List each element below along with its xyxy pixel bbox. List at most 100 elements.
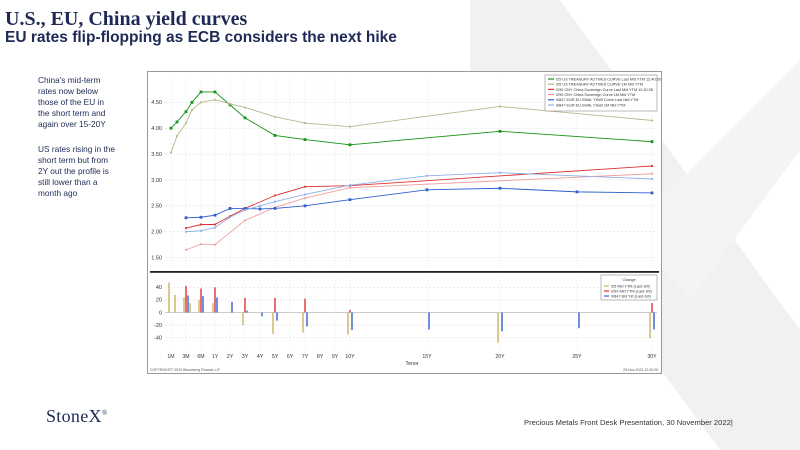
x-tick-label: 9Y <box>332 354 339 360</box>
x-tick-label: 1Y <box>212 354 219 360</box>
change-bar <box>274 298 276 313</box>
series-point <box>169 151 173 154</box>
series-point <box>175 120 179 124</box>
series-point <box>348 186 352 189</box>
series-point <box>243 116 247 120</box>
change-bar <box>272 312 274 334</box>
series-point <box>199 101 203 104</box>
top-grid <box>165 79 657 268</box>
series-point <box>213 243 217 246</box>
change-bar <box>302 312 304 333</box>
bottom-y-tick: -40 <box>154 335 162 341</box>
legend-entry: I299 CNY China Sovereign Curve 1M Mid YT… <box>556 93 635 97</box>
series-point <box>575 190 579 194</box>
series-point <box>243 106 247 109</box>
series-point <box>169 126 173 130</box>
change-bar <box>244 298 246 313</box>
series-point <box>273 194 277 197</box>
series-point <box>303 185 307 188</box>
bar-layer <box>168 282 655 343</box>
x-tick-label: 8Y <box>317 354 324 360</box>
series-point <box>650 119 654 122</box>
series-point <box>303 196 307 200</box>
series-point <box>199 90 203 94</box>
series-point <box>273 200 277 203</box>
change-bar <box>497 312 499 343</box>
slide-title: U.S., EU, China yield curves <box>5 8 248 30</box>
change-bar <box>200 288 202 313</box>
series-point <box>273 115 277 118</box>
series-point <box>303 121 307 125</box>
series-point <box>243 207 247 210</box>
series-point <box>213 226 217 229</box>
series-point <box>498 171 502 174</box>
series-point <box>184 248 188 251</box>
series-point <box>498 186 502 190</box>
x-tick-label: 7Y <box>302 354 309 360</box>
series-point <box>650 172 654 175</box>
top-y-tick: 2.00 <box>151 230 162 236</box>
series-point <box>425 174 429 177</box>
change-bar <box>216 297 218 313</box>
series-point <box>199 243 203 246</box>
change-bar <box>651 303 653 313</box>
bottom-y-tick: 40 <box>156 285 162 291</box>
series-point <box>650 140 654 144</box>
change-bar <box>246 310 248 313</box>
series-point <box>213 90 217 94</box>
series-point <box>303 138 307 141</box>
series-point <box>213 98 217 101</box>
legend-entry: I0847 EUR EU EMAL YSeB 1M Mid YTM <box>556 103 625 107</box>
slide-subtitle: EU rates flip-flopping as ECB considers … <box>5 29 397 46</box>
change-bar <box>351 312 353 331</box>
change-bar <box>649 312 651 339</box>
change-bar <box>428 312 430 330</box>
x-tick-label: 25Y <box>572 354 582 360</box>
change-bar <box>306 312 308 327</box>
change-bar <box>304 298 306 313</box>
series-point <box>228 216 232 219</box>
x-tick-label: 15Y <box>422 354 432 360</box>
change-bar <box>212 303 214 313</box>
x-tick-label: 6Y <box>287 354 294 360</box>
legend-entry: I299 CNY China Sovereign Curve Last Mid … <box>556 88 653 92</box>
series-point <box>190 108 194 112</box>
chart-border <box>147 71 662 374</box>
series-point <box>258 207 262 211</box>
series-layer <box>169 90 654 251</box>
x-tick-label: 5Y <box>272 354 279 360</box>
series-point <box>190 100 194 104</box>
x-tick-label: 3Y <box>242 354 249 360</box>
series-point <box>425 188 429 192</box>
change-bar <box>578 312 580 329</box>
series-point <box>348 184 352 187</box>
change-bar <box>349 309 351 313</box>
x-tick-label: 30Y <box>647 354 657 360</box>
change-bar <box>185 286 187 313</box>
x-tick-label: 3M <box>182 354 189 360</box>
series-point <box>650 177 654 181</box>
top-y-tick: 1.50 <box>151 255 162 261</box>
series-point <box>273 134 277 137</box>
x-tick-label: 1M <box>167 354 174 360</box>
series-point <box>348 125 352 128</box>
series-point <box>184 227 188 230</box>
series-line <box>185 172 653 233</box>
change-bar <box>198 299 200 313</box>
series-point <box>213 223 217 226</box>
top-y-tick: 4.00 <box>151 126 162 132</box>
panel-divider <box>150 271 659 273</box>
bottom-y-tick: 0 <box>159 310 162 316</box>
series-point <box>498 129 502 133</box>
top-y-tick: 4.50 <box>151 100 162 106</box>
legend-entry: I25 US TREASURY ACTIVES CURVE Last Mid Y… <box>556 77 661 81</box>
x-tick-label: 2Y <box>227 354 234 360</box>
stonex-logo: StoneX® <box>46 406 108 426</box>
legend-entry: I0847 EUR EU EMAL YSeB Curve Last Mid YT… <box>556 98 638 102</box>
series-point <box>199 223 203 226</box>
yield-curve-chart: 1.50 2.00 2.50 3.00 3.50 4.00 4.50 40 20 0 -20 -40 1… <box>147 71 662 374</box>
top-y-tick: 3.00 <box>151 178 162 184</box>
series-point <box>184 121 188 125</box>
series-point <box>258 204 262 207</box>
tick-layer: 1.50 2.00 2.50 3.00 3.50 4.00 4.50 40 20 0 -20 -40 1… <box>151 100 657 367</box>
